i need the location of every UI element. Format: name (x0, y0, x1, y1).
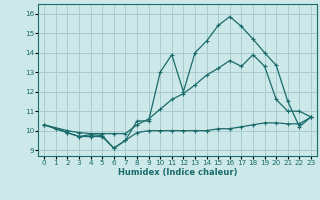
X-axis label: Humidex (Indice chaleur): Humidex (Indice chaleur) (118, 168, 237, 177)
